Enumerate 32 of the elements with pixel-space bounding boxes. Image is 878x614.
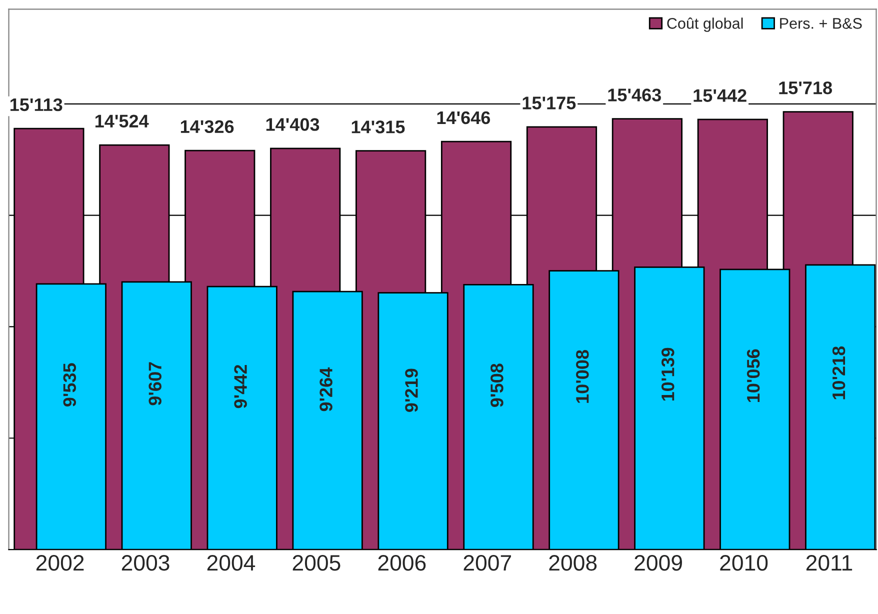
data-label: 10'139 [661,348,674,401]
x-tick-label: 2007 [464,554,511,571]
data-label: 9'607 [148,362,162,406]
x-tick-label: 2008 [549,554,597,571]
data-label: 9'264 [320,367,332,412]
data-label: 9'442 [234,364,247,408]
legend-label: Pers. + B&S [780,18,862,29]
x-tick-label: 2011 [806,554,852,571]
data-label: 14'326 [180,120,234,134]
x-tick-label: 2010 [720,554,768,571]
x-tick-label: 2006 [378,554,426,571]
x-tick-label: 2005 [292,554,340,571]
data-label: 14'315 [352,120,405,134]
x-tick-label: 2009 [634,554,682,571]
data-label: 15'442 [694,89,746,102]
data-label: 10'218 [832,346,846,400]
x-tick-label: 2002 [36,554,84,571]
data-label: 15'113 [10,98,62,112]
data-label: 15'463 [608,88,661,102]
x-tick-label: 2003 [122,554,170,571]
data-label: 9'219 [405,368,418,412]
x-tick-label: 2004 [207,554,256,571]
data-label: 10'008 [576,350,589,403]
data-label: 10'056 [746,349,760,402]
data-label: 9'508 [490,364,504,407]
data-label: 9'535 [63,363,76,406]
data-label: 15'718 [779,81,832,94]
data-label: 14'524 [95,114,149,128]
data-label: 15'175 [522,96,576,110]
data-label: 14'646 [437,111,490,124]
data-label: 14'403 [266,118,320,131]
legend-label: Coût global [667,18,743,32]
